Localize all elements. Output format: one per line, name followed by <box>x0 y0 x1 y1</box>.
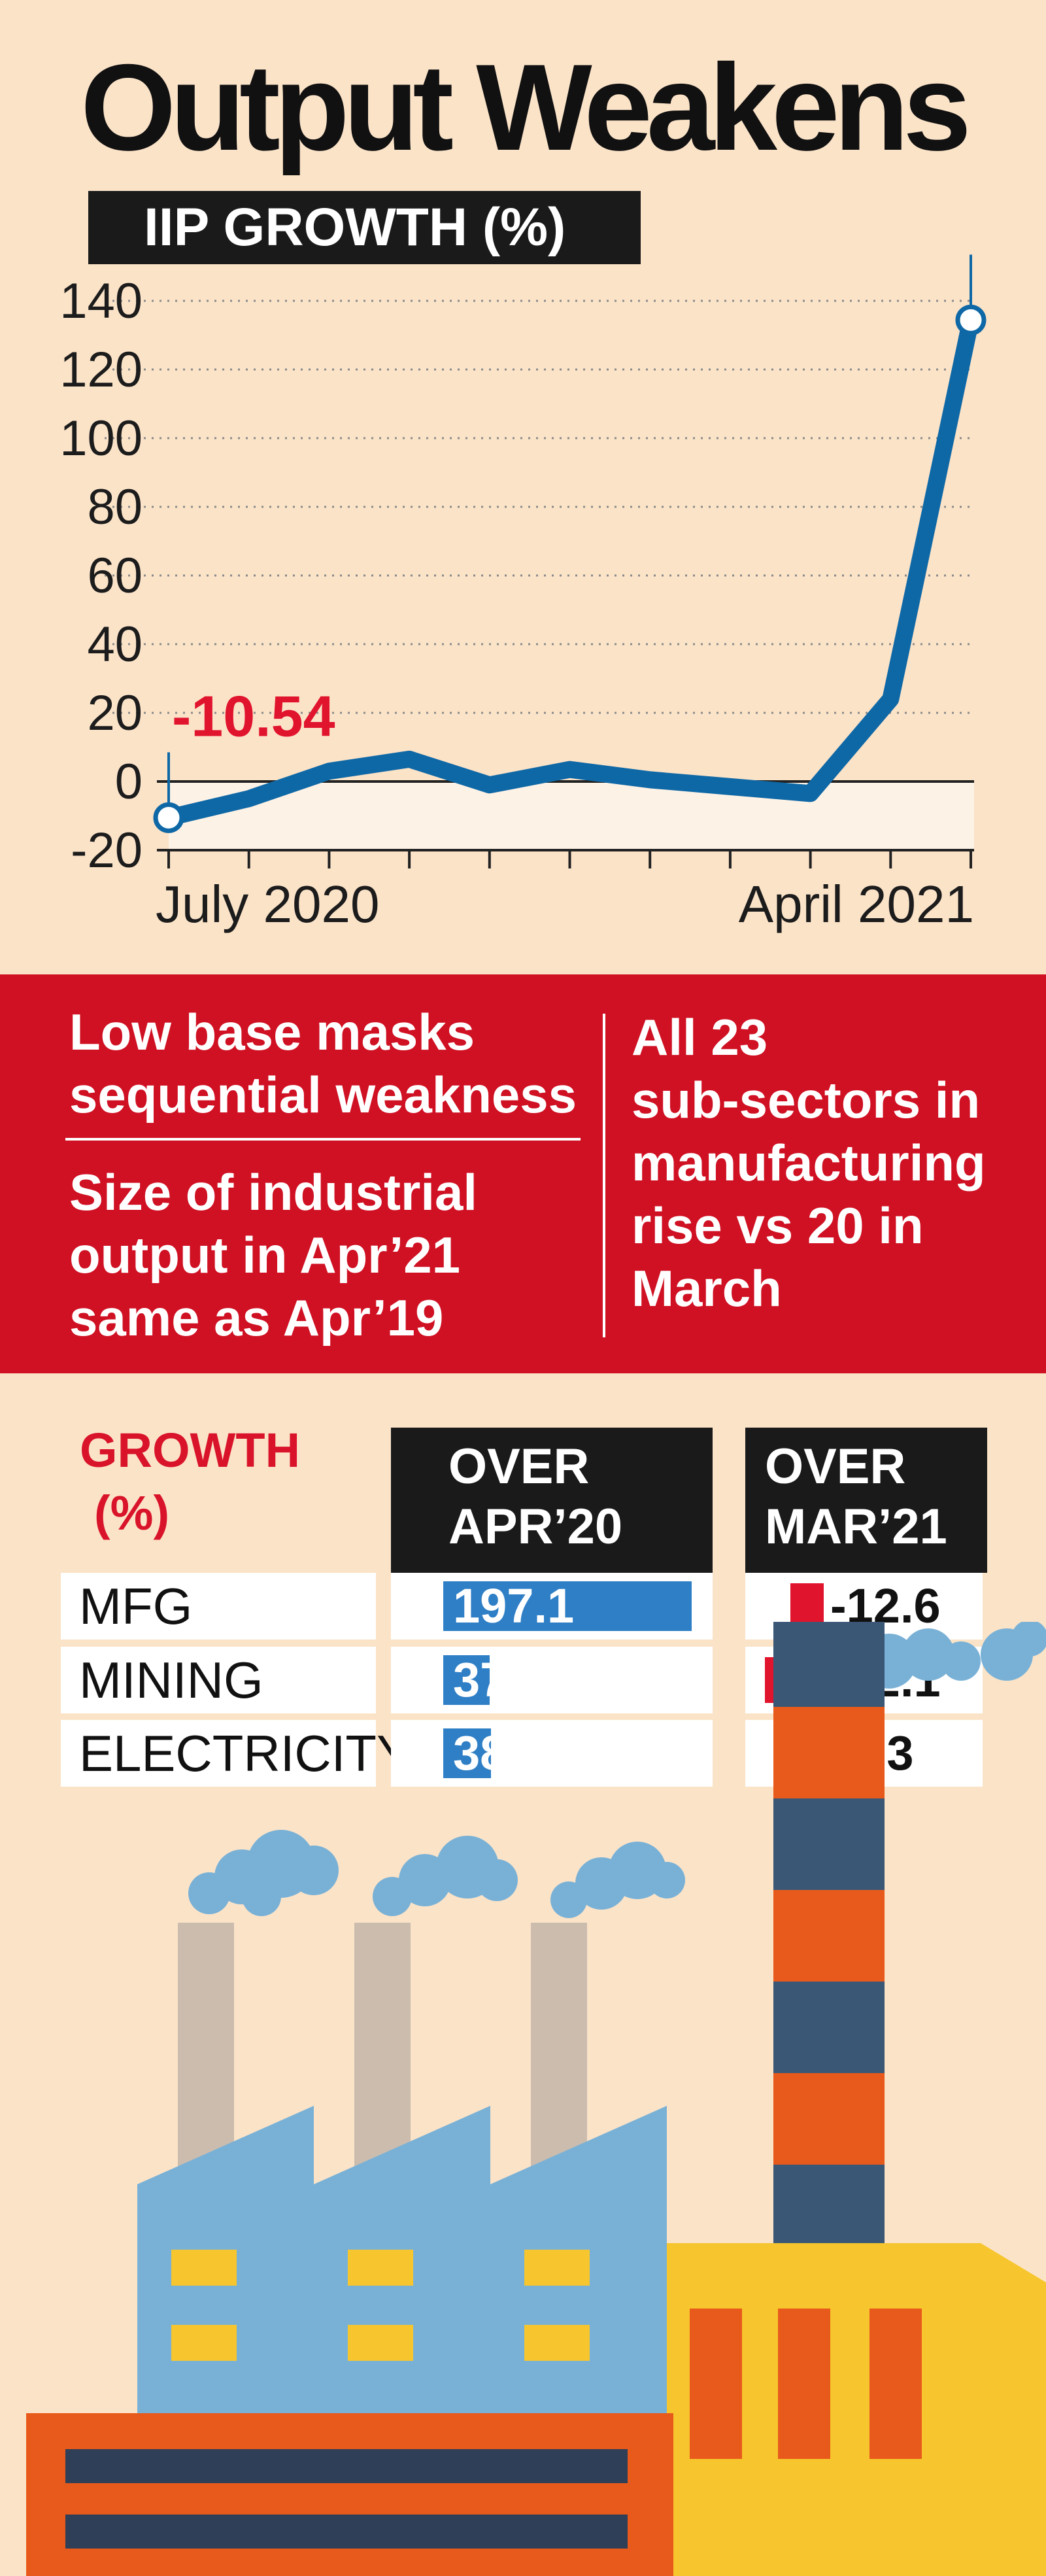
over-apr20-cell: 37 <box>391 1647 713 1713</box>
growth-value: 197.1 <box>453 1579 575 1633</box>
chimneys <box>178 1923 587 2178</box>
smoke-clouds <box>188 1622 1046 1918</box>
data-label: 134.4 <box>814 249 958 250</box>
growth-bar <box>443 1581 692 1631</box>
over-apr20-cell: 197.1 <box>391 1573 713 1640</box>
note-subsectors: All 23 sub-sectors in manufacturing rise… <box>632 1006 986 1320</box>
panel-divider-horizontal <box>65 1138 581 1141</box>
tall-chimney <box>773 1622 885 2250</box>
decline-bar <box>790 1583 824 1629</box>
column-header-line: APR’20 <box>448 1499 623 1554</box>
column-header-line: OVER <box>765 1439 906 1494</box>
y-tick-label: 140 <box>59 273 143 329</box>
factory-illustration <box>26 1622 1046 2576</box>
over-apr20-cell: 38.1 <box>391 1720 713 1787</box>
table-title-line: GROWTH <box>80 1423 301 1477</box>
headline: Output Weakens <box>80 39 971 176</box>
note-subsectors-line: All 23 <box>632 1008 768 1066</box>
growth-bar <box>443 1728 491 1778</box>
y-tick-label: 80 <box>87 479 143 535</box>
column-header-line: OVER <box>448 1439 590 1494</box>
row-label: MINING <box>79 1651 263 1709</box>
data-point-marker <box>955 304 987 335</box>
row-label: MFG <box>79 1577 193 1635</box>
column-header-over-apr20: OVER APR’20 <box>391 1428 713 1573</box>
growth-value: 37 <box>453 1653 507 1707</box>
factory-building-yellow <box>667 2243 1046 2576</box>
blue-building-windows <box>171 2250 590 2361</box>
note-output-size-line: Size of industrial <box>69 1163 478 1221</box>
y-tick-label: -20 <box>71 823 143 878</box>
row-label: ELECTRICITY <box>79 1725 411 1782</box>
column-header-line: MAR’21 <box>765 1499 947 1554</box>
column-header-over-mar21: OVER MAR’21 <box>745 1428 987 1573</box>
row-label-cell: MINING <box>61 1647 376 1713</box>
factory-building-red <box>26 2413 673 2576</box>
y-tick-label: 60 <box>87 548 143 604</box>
note-subsectors-line: manufacturing <box>632 1134 986 1192</box>
note-output-size-line: same as Apr’19 <box>69 1289 444 1347</box>
note-subsectors-line: March <box>632 1260 782 1317</box>
x-tick-label: April 2021 <box>739 875 974 933</box>
table-row: MFG 197.1 -12.6 <box>61 1573 983 1640</box>
table-title: GROWTH (%) <box>80 1419 300 1545</box>
y-tick-label: 20 <box>87 685 143 741</box>
row-label-cell: MFG <box>61 1573 376 1640</box>
panel-divider-vertical <box>603 1014 605 1337</box>
y-tick-label: 40 <box>87 617 143 672</box>
growth-bar <box>443 1655 490 1705</box>
data-label: -10.54 <box>172 683 335 748</box>
row-label-cell: ELECTRICITY <box>61 1720 411 1787</box>
note-low-base: Low base masks sequential weakness <box>69 1001 577 1126</box>
y-tick-label: 120 <box>59 342 143 398</box>
note-subsectors-line: sub-sectors in <box>632 1071 981 1129</box>
series-line <box>160 311 979 827</box>
table-title-line: (%) <box>94 1486 170 1540</box>
note-low-base-line: Low base masks <box>69 1003 475 1061</box>
iip-line-chart: 140 120 100 80 60 40 20 0 -20 -10.54 134.4 July 2… <box>59 249 987 933</box>
chart-title: IIP GROWTH (%) <box>88 191 641 264</box>
note-output-size-line: output in Apr’21 <box>69 1226 460 1284</box>
y-tick-label: 0 <box>115 754 143 810</box>
note-low-base-line: sequential weakness <box>69 1066 577 1124</box>
x-tick-label: July 2020 <box>156 875 379 933</box>
note-subsectors-line: rise vs 20 in <box>632 1197 924 1254</box>
highlights-panel: Low base masks sequential weakness Size … <box>0 974 1046 1373</box>
data-point-marker <box>153 802 184 833</box>
y-tick-label: 100 <box>59 411 143 466</box>
growth-value: 38.1 <box>453 1726 548 1780</box>
note-output-size: Size of industrial output in Apr’21 same… <box>69 1161 477 1349</box>
